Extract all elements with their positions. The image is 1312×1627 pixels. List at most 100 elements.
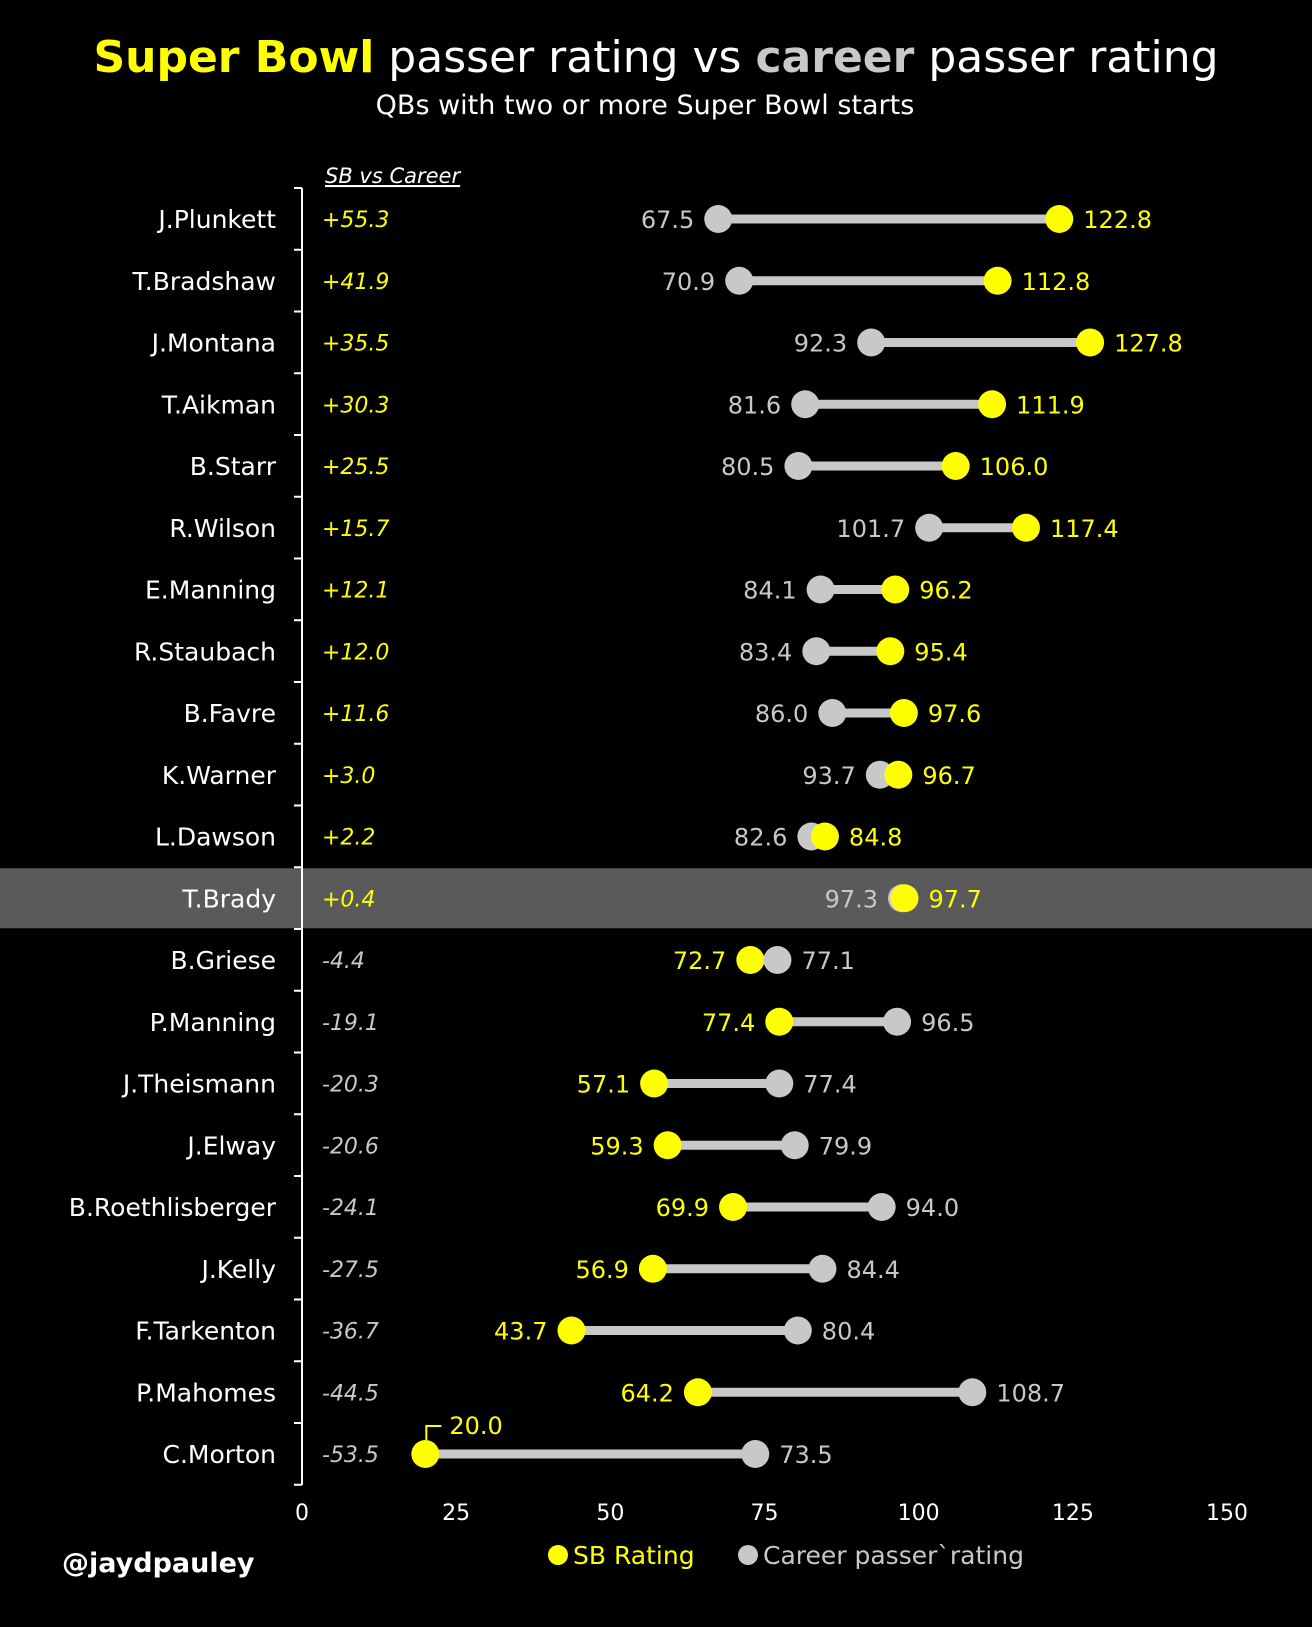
sb-rating-dot (1045, 205, 1074, 233)
career-rating-dot (783, 1316, 812, 1345)
diff-value-label: -36.7 (322, 1320, 379, 1345)
sb-rating-label: 56.9 (575, 1256, 628, 1284)
career-rating-dot (808, 1254, 837, 1283)
x-tick-label: 150 (1206, 1501, 1248, 1526)
sb-rating-dot (653, 1131, 682, 1160)
career-rating-dot (791, 390, 820, 419)
sb-rating-label: 97.7 (928, 885, 981, 913)
sb-rating-dot (941, 452, 970, 480)
career-rating-dot (765, 1069, 794, 1098)
sb-rating-label: 111.9 (1016, 391, 1085, 419)
x-tick-label: 75 (751, 1501, 779, 1526)
diff-value-label: +41.9 (322, 270, 389, 295)
sb-rating-label: 64.2 (620, 1379, 673, 1407)
qb-row: B.Griese -4.4 77.1 72.7 (171, 946, 855, 975)
diff-value-label: +0.4 (322, 887, 375, 912)
qb-name-label: R.Staubach (134, 637, 276, 666)
diff-value-label: +15.7 (322, 517, 389, 542)
diff-value-label: -19.1 (322, 1011, 379, 1036)
legend: SB Rating Career passer`rating (548, 1541, 1024, 1570)
sb-rating-dot (638, 1254, 667, 1283)
diff-value-label: +30.3 (322, 393, 389, 418)
qb-row: J.Elway -20.6 79.9 59.3 (185, 1131, 872, 1160)
career-rating-label: 81.6 (728, 391, 781, 419)
career-rating-label: 80.5 (721, 453, 774, 481)
x-tick-label: 125 (1052, 1501, 1094, 1526)
qb-row: J.Kelly -27.5 84.4 56.9 (199, 1254, 900, 1284)
sb-rating-label: 95.4 (914, 638, 967, 666)
qb-name-label: K.Warner (162, 761, 277, 790)
sb-rating-label: 43.7 (494, 1318, 547, 1346)
career-rating-label: 79.9 (819, 1132, 872, 1160)
career-rating-label: 80.4 (822, 1318, 875, 1346)
qb-name-label: J.Theismann (121, 1070, 276, 1099)
sb-rating-label: 20.0 (449, 1412, 502, 1440)
qb-row: T.Aikman +30.3 81.6 111.9 (161, 390, 1085, 419)
x-tick-label: 25 (442, 1501, 470, 1526)
title-super-bowl: Super Bowl (93, 32, 374, 83)
sb-rating-dot (411, 1440, 440, 1468)
career-rating-dot (818, 699, 847, 727)
diff-value-label: -24.1 (322, 1196, 379, 1221)
x-tick-label: 0 (295, 1501, 309, 1526)
sb-rating-label: 77.4 (702, 1009, 755, 1037)
qb-row: T.Brady +0.4 97.3 97.7 (181, 884, 982, 913)
qb-name-label: P.Manning (150, 1008, 276, 1037)
qb-row: J.Theismann -20.3 77.4 57.1 (121, 1069, 857, 1099)
diff-column-header: SB vs Career (325, 164, 461, 188)
qb-row: L.Dawson +2.2 82.6 84.8 (155, 822, 902, 852)
sb-rating-label: 72.7 (673, 947, 726, 975)
qb-row: C.Morton -53.5 73.5 20.0 (163, 1412, 833, 1469)
qb-row: J.Montana +35.5 92.3 127.8 (150, 328, 1183, 358)
sb-rating-dot (890, 884, 919, 913)
diff-value-label: +55.3 (322, 208, 389, 233)
qb-name-label: R.Wilson (169, 514, 276, 543)
qb-row: K.Warner +3.0 93.7 96.7 (162, 760, 976, 790)
sb-rating-label: 59.3 (590, 1132, 643, 1160)
career-rating-label: 96.5 (921, 1009, 974, 1037)
title-end: passer rating (914, 32, 1218, 83)
diff-value-label: +12.0 (322, 640, 389, 665)
career-rating-label: 108.7 (996, 1379, 1065, 1407)
qb-name-label: P.Mahomes (136, 1378, 276, 1407)
career-rating-dot (780, 1131, 809, 1160)
career-rating-dot (763, 946, 792, 974)
sb-rating-label: 96.7 (922, 762, 975, 790)
career-rating-dot (857, 328, 886, 357)
qb-name-label: J.Plunkett (156, 205, 276, 234)
career-rating-label: 77.1 (801, 947, 854, 975)
diff-value-label: +11.6 (322, 702, 389, 727)
sb-rating-dot (876, 637, 905, 666)
sb-rating-label: 127.8 (1114, 330, 1183, 358)
qb-name-label: B.Roethlisberger (69, 1193, 277, 1222)
qb-row: F.Tarkenton -36.7 80.4 43.7 (135, 1316, 875, 1346)
qb-row: B.Favre +11.6 86.0 97.6 (184, 699, 981, 728)
career-rating-dot (784, 452, 813, 480)
qb-name-label: B.Griese (171, 946, 276, 975)
sb-label-leader (425, 1425, 442, 1440)
sb-rating-label: 122.8 (1083, 206, 1152, 234)
qb-row: R.Staubach +12.0 83.4 95.4 (134, 637, 968, 666)
qb-name-label: J.Montana (150, 329, 276, 358)
qb-name-label: T.Brady (181, 884, 276, 913)
diff-value-label: +12.1 (322, 579, 389, 604)
sb-rating-dot (640, 1069, 669, 1098)
career-rating-dot (741, 1440, 770, 1468)
qb-row: J.Plunkett +55.3 67.5 122.8 (156, 205, 1152, 234)
diff-value-label: -20.3 (322, 1073, 379, 1098)
sb-rating-label: 112.8 (1022, 268, 1091, 296)
career-rating-label: 84.4 (846, 1256, 899, 1284)
chart-subtitle: QBs with two or more Super Bowl starts (376, 90, 915, 121)
qb-name-label: B.Favre (184, 699, 276, 728)
qb-name-label: F.Tarkenton (135, 1317, 276, 1346)
sb-rating-dot (719, 1193, 748, 1221)
legend-career-label: Career passer`rating (763, 1541, 1024, 1570)
sb-rating-dot (1011, 513, 1040, 542)
sb-rating-label: 96.2 (919, 577, 972, 605)
sb-rating-label: 84.8 (849, 824, 902, 852)
legend-sb-marker (548, 1545, 568, 1565)
sb-rating-dot (557, 1316, 586, 1345)
sb-rating-label: 106.0 (980, 453, 1049, 481)
